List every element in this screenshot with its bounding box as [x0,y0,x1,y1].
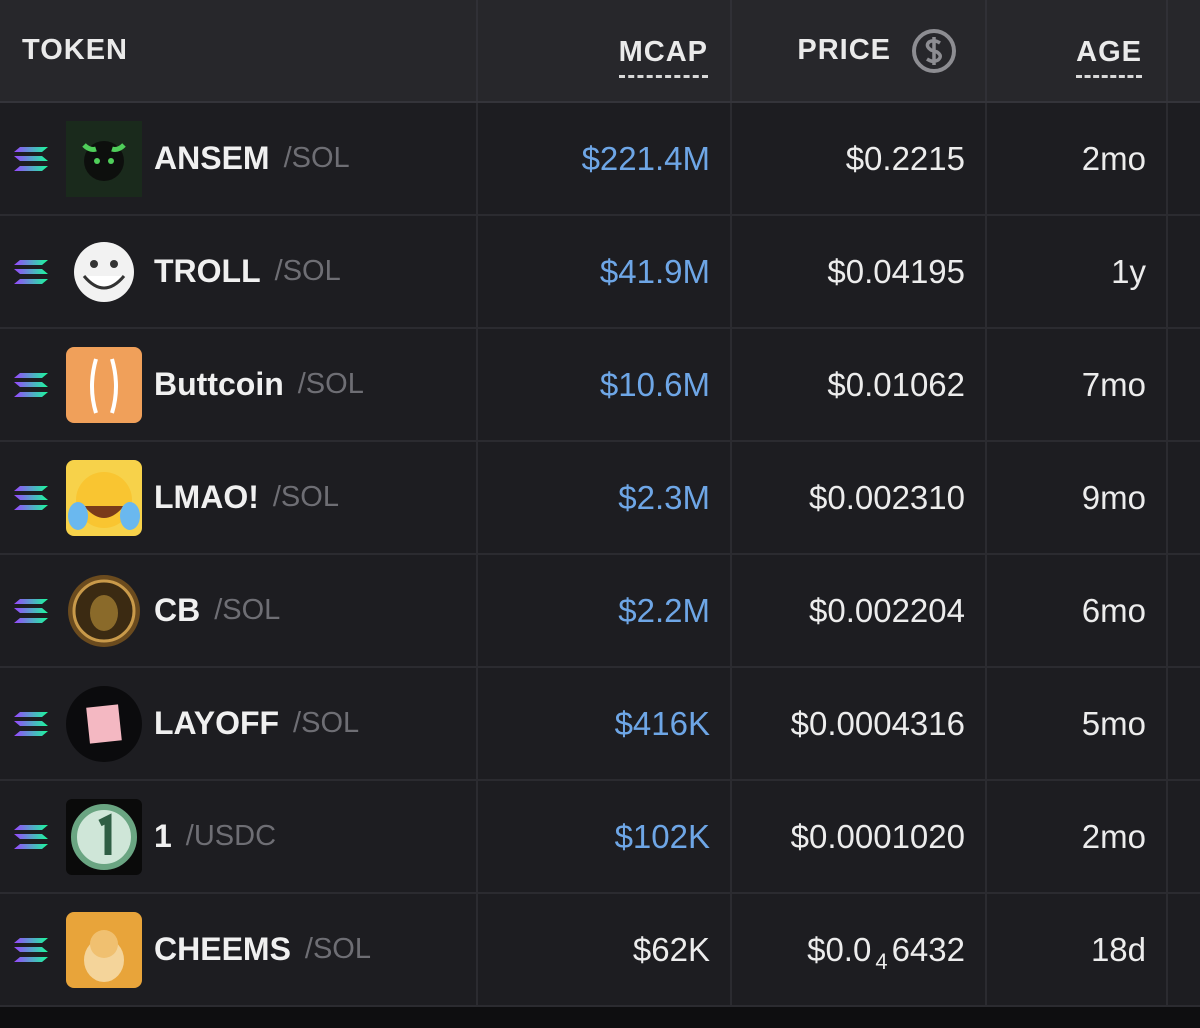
table-row[interactable]: ANSEM/SOL $221.4M $0.2215 2mo [0,103,1200,216]
market-cap: $221.4M [478,103,732,214]
token-name[interactable]: CHEEMS [154,931,291,967]
market-cap: $2.3M [478,442,732,553]
price: $0.04195 [732,216,987,327]
table-row[interactable]: Buttcoin/SOL $10.6M $0.01062 7mo [0,329,1200,442]
token-name[interactable]: CB [154,592,201,628]
age: 5mo [987,668,1168,779]
token-name[interactable]: 1 [154,818,172,854]
chain-icon [14,259,48,284]
price-lead: $0.0 [807,930,872,968]
price: $0.002310 [732,442,987,553]
quote-symbol: /SOL [293,707,360,739]
token-name[interactable]: ANSEM [154,140,270,176]
header-price-text[interactable]: PRICE [797,34,891,66]
price: $0.0 4 6432 [732,894,987,1005]
header-age-text[interactable]: AGE [1076,36,1142,78]
token-icon [66,459,142,536]
token-cell: 1/USDC [0,781,478,892]
row-spacer [1168,894,1200,1005]
header-price[interactable]: PRICE [732,0,987,101]
chain-icon [14,146,48,171]
token-cell: TROLL/SOL [0,216,478,327]
age: 1y [987,216,1168,327]
price-tail: 6432 [891,930,965,968]
header-mcap[interactable]: MCAP [478,0,732,101]
table-row[interactable]: 1/USDC $102K $0.0001020 2mo [0,781,1200,894]
market-cap: $10.6M [478,329,732,440]
token-icon [74,241,134,302]
chain-icon [14,824,48,849]
row-spacer [1168,329,1200,440]
row-spacer [1168,442,1200,553]
token-cell: LAYOFF/SOL [0,668,478,779]
age: 2mo [987,103,1168,214]
quote-symbol: /USDC [185,820,277,852]
row-spacer [1168,668,1200,779]
market-cap: $416K [478,668,732,779]
token-cell: LMAO! /SOL [0,442,478,553]
row-spacer [1168,781,1200,892]
quote-symbol: /SOL [274,255,341,287]
table-row[interactable]: TROLL/SOL $41.9M $0.04195 1y [0,216,1200,329]
table-row[interactable]: LMAO! /SOL $2.3M $0.002310 9mo [0,442,1200,555]
chain-icon [14,372,48,397]
quote-symbol: /SOL [272,481,339,513]
token-cell: CB/SOL [0,555,478,666]
age: 18d [987,894,1168,1005]
quote-symbol: /SOL [304,933,371,965]
token-name[interactable]: TROLL [154,253,261,289]
token-icon [68,574,140,647]
header-age[interactable]: AGE [987,0,1168,101]
table-row[interactable]: CB/SOL $2.2M $0.002204 6mo [0,555,1200,668]
price-zero-count: 4 [875,948,888,974]
age: 9mo [987,442,1168,553]
row-spacer [1168,555,1200,666]
header-token[interactable]: TOKEN [0,0,478,101]
market-cap: $2.2M [478,555,732,666]
token-icon [66,346,142,423]
price: $0.0004316 [732,668,987,779]
row-spacer [1168,103,1200,214]
currency-toggle[interactable] [911,28,957,74]
age: 7mo [987,329,1168,440]
header-spacer [1168,0,1200,101]
quote-symbol: /SOL [297,368,364,400]
token-icon [66,685,142,762]
chain-icon [14,711,48,736]
market-cap: $41.9M [478,216,732,327]
chain-icon [14,485,48,510]
chain-icon [14,937,48,962]
token-icon [66,120,142,197]
token-name[interactable]: LAYOFF [154,705,280,741]
quote-symbol: /SOL [214,594,281,626]
token-name[interactable]: LMAO! [154,479,259,515]
token-table: TOKEN MCAP PRICE AGE ANSEM/SOL $221.4M $0.… [0,0,1200,1007]
token-icon [66,798,142,875]
age: 2mo [987,781,1168,892]
price: $0.01062 [732,329,987,440]
token-cell: CHEEMS/SOL [0,894,478,1005]
row-spacer [1168,216,1200,327]
quote-symbol: /SOL [283,142,350,174]
price: $0.0001020 [732,781,987,892]
footer-strip [0,1007,1200,1028]
table-row[interactable]: LAYOFF/SOL $416K $0.0004316 5mo [0,668,1200,781]
market-cap: $62K [478,894,732,1005]
price: $0.002204 [732,555,987,666]
token-icon [66,911,142,988]
header-mcap-text[interactable]: MCAP [618,36,708,78]
chain-icon [14,598,48,623]
table-header: TOKEN MCAP PRICE AGE [0,0,1200,103]
table-row[interactable]: CHEEMS/SOL $62K $0.0 4 6432 18d [0,894,1200,1007]
market-cap: $102K [478,781,732,892]
age: 6mo [987,555,1168,666]
token-cell: ANSEM/SOL [0,103,478,214]
token-cell: Buttcoin/SOL [0,329,478,440]
token-name[interactable]: Buttcoin [154,366,284,402]
price: $0.2215 [732,103,987,214]
